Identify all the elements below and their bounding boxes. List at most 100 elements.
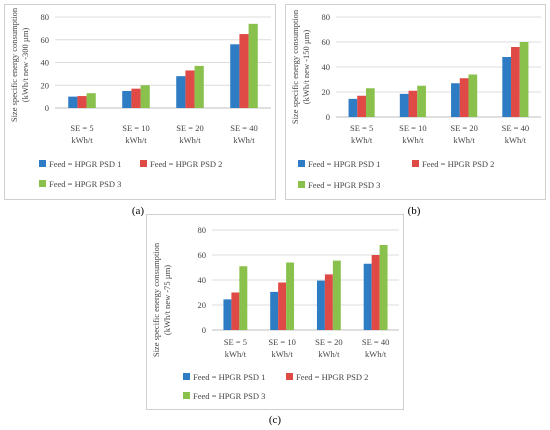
- x-category-label-line: SE = 40: [362, 337, 389, 347]
- x-category-label: SE = 5 kWh/t: [70, 123, 93, 145]
- y-axis-label-line: (kWh/t new -150 µm): [301, 30, 311, 105]
- bar: [239, 34, 249, 108]
- x-category-label-line: kWh/t: [318, 349, 340, 359]
- bar: [371, 255, 380, 330]
- bar: [451, 83, 460, 117]
- x-category-label: SE = 40 kWh/t: [502, 123, 529, 145]
- legend-swatch: [412, 160, 419, 167]
- x-category-label: SE = 20 kWh/t: [450, 123, 477, 145]
- x-category-label-line: kWh/t: [351, 135, 373, 145]
- legend-swatch: [39, 180, 46, 187]
- legend-label: Feed = HPGR PSD 2: [296, 372, 368, 382]
- y-tick-label: 80: [322, 12, 331, 22]
- x-category-label-line: SE = 20: [450, 123, 477, 133]
- bar: [511, 47, 520, 117]
- y-tick-label: 20: [322, 87, 331, 97]
- bar: [363, 263, 372, 330]
- legend-swatch: [286, 373, 293, 380]
- legend-label: Feed = HPGR PSD 1: [308, 159, 380, 169]
- legend-label: Feed = HPGR PSD 2: [150, 159, 222, 169]
- y-tick-label: 20: [41, 80, 50, 90]
- bar: [332, 260, 341, 330]
- x-category-label-line: kWh/t: [454, 135, 476, 145]
- y-axis-label-line: Size specific energy consumption: [151, 242, 161, 357]
- legend-label: Feed = HPGR PSD 3: [49, 179, 121, 189]
- bar: [399, 93, 409, 117]
- x-category-label: SE = 5 kWh/t: [224, 337, 247, 359]
- x-category-label-line: SE = 5: [350, 123, 373, 133]
- x-category-label-line: SE = 40: [502, 123, 529, 133]
- legend-swatch: [140, 160, 147, 167]
- bar: [324, 274, 333, 330]
- x-category-label-line: SE = 5: [224, 337, 247, 347]
- bar: [194, 65, 204, 108]
- x-category-label: SE = 40 kWh/t: [362, 337, 389, 359]
- chart-panel-b: 0 20 40 60 80 Size specific energy consumptio…: [285, 4, 546, 200]
- y-tick-label: 40: [41, 58, 50, 68]
- x-category-label-line: kWh/t: [505, 135, 527, 145]
- chart-a-svg: 0 20 40 60 80 Size specific energy consumptio…: [9, 7, 271, 189]
- y-axis-label-line: Size specific energy consumption: [290, 9, 300, 124]
- bar: [68, 96, 78, 108]
- legend-swatch: [183, 373, 190, 380]
- y-tick-label: 80: [198, 225, 207, 235]
- chart-b-svg: 0 20 40 60 80 Size specific energy consumptio…: [290, 9, 541, 190]
- x-category-label: SE = 10 kWh/t: [399, 123, 426, 145]
- x-category-label: SE = 20 kWh/t: [315, 337, 342, 359]
- bar: [86, 93, 96, 108]
- legend-label: Feed = HPGR PSD 3: [193, 391, 265, 401]
- bar: [239, 266, 248, 330]
- x-category-label-line: kWh/t: [179, 135, 201, 145]
- bar: [468, 74, 478, 117]
- bar: [278, 282, 287, 330]
- caption-c: (c): [268, 414, 282, 426]
- x-category-label-line: SE = 20: [176, 123, 203, 133]
- bar: [131, 88, 141, 108]
- y-tick-label: 60: [198, 250, 207, 260]
- chart-c-svg: 0 20 40 60 80 Size specific energy consumptio…: [151, 225, 399, 401]
- bar: [379, 245, 388, 330]
- x-category-label-line: kWh/t: [402, 135, 424, 145]
- legend-swatch: [183, 392, 190, 399]
- x-category-label-line: kWh/t: [365, 349, 387, 359]
- legend-swatch: [39, 160, 46, 167]
- bar: [286, 262, 295, 330]
- bar: [459, 78, 469, 117]
- y-axis-label-line: (kWh/t new -75 µm): [162, 265, 172, 335]
- x-category-label-line: SE = 10: [268, 337, 295, 347]
- bar: [417, 85, 426, 117]
- y-axis-label: Size specific energy consumption(kWh/t n…: [9, 7, 30, 122]
- bar: [77, 96, 87, 108]
- bar: [357, 95, 366, 117]
- legend-swatch: [298, 181, 305, 188]
- x-category-label: SE = 10 kWh/t: [268, 337, 295, 359]
- legend-label: Feed = HPGR PSD 2: [422, 159, 494, 169]
- y-tick-label: 40: [322, 62, 331, 72]
- x-category-label-line: SE = 10: [399, 123, 426, 133]
- y-tick-label: 80: [41, 12, 50, 22]
- bar: [122, 90, 132, 108]
- bar: [270, 291, 279, 330]
- x-category-label: SE = 40 kWh/t: [230, 123, 257, 145]
- bar: [365, 88, 375, 117]
- bar: [502, 57, 512, 117]
- chart-panel-a: 0 20 40 60 80 Size specific energy consumptio…: [4, 4, 276, 200]
- x-category-label-line: kWh/t: [71, 135, 93, 145]
- bar: [348, 98, 358, 117]
- bar: [185, 70, 195, 108]
- x-category-label-line: SE = 10: [122, 123, 149, 133]
- bar: [316, 280, 325, 330]
- bar: [176, 76, 186, 108]
- y-tick-label: 20: [198, 300, 207, 310]
- legend-label: Feed = HPGR PSD 1: [193, 372, 265, 382]
- bar: [519, 42, 529, 117]
- x-category-label-line: kWh/t: [125, 135, 147, 145]
- x-category-label-line: kWh/t: [272, 349, 294, 359]
- y-tick-label: 40: [198, 275, 207, 285]
- bar: [231, 292, 240, 330]
- y-tick-label: 60: [41, 35, 50, 45]
- caption-a: (a): [131, 205, 145, 217]
- y-tick-label: 0: [326, 112, 330, 122]
- bar: [248, 23, 258, 109]
- y-axis-label: Size specific energy consumption(kWh/t n…: [151, 242, 172, 357]
